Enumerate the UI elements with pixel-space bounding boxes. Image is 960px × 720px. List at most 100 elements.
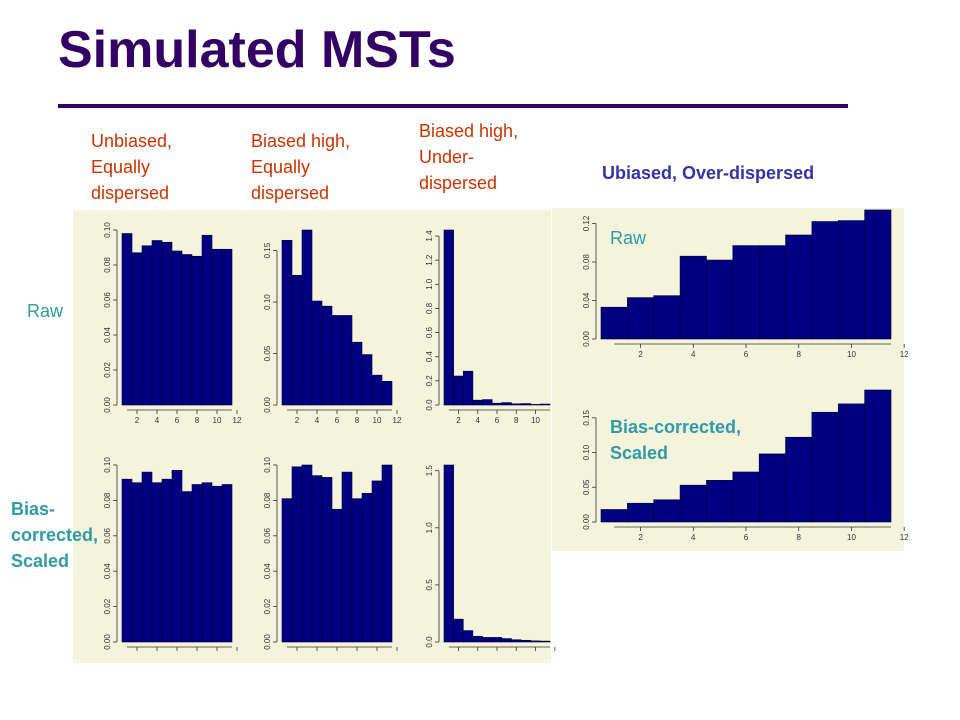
histogram-bar bbox=[443, 464, 454, 643]
histogram-bar bbox=[121, 478, 133, 643]
row-label-line-1: Bias- bbox=[11, 499, 56, 519]
histogram-bar bbox=[811, 221, 839, 340]
histogram-bar bbox=[511, 639, 522, 643]
x-tick-label: 6 bbox=[175, 416, 180, 425]
histogram-bar bbox=[201, 482, 213, 643]
histogram-bar bbox=[301, 229, 313, 406]
row-label-line-3: Scaled bbox=[11, 551, 70, 571]
row-label-bias-corrected: Bias- corrected, Scaled bbox=[11, 496, 141, 574]
y-tick-label: 0.4 bbox=[425, 351, 434, 363]
x-tick-label: 2 bbox=[638, 350, 643, 359]
histogram-bar bbox=[191, 484, 203, 643]
chart-unbiased-raw: 0.00 0.02 0.04 0.06 0.08 0.10 2 4 6 8 10 12 bbox=[103, 222, 242, 425]
histogram-bar bbox=[706, 259, 734, 340]
histogram-bar bbox=[706, 480, 734, 523]
x-tick-label: 2 bbox=[638, 533, 643, 542]
x-tick-label: 6 bbox=[335, 416, 340, 425]
x-tick-label: 12 bbox=[393, 416, 402, 425]
y-tick-label: 0.0 bbox=[425, 399, 434, 411]
x-tick-label: 8 bbox=[355, 416, 360, 425]
histogram-bar bbox=[361, 354, 373, 406]
y-tick-label: 0.04 bbox=[103, 563, 112, 579]
histogram-bar bbox=[351, 498, 363, 643]
x-tick-label: 6 bbox=[744, 533, 749, 542]
histogram-bar bbox=[679, 255, 707, 340]
histogram-bar bbox=[321, 305, 333, 406]
histogram-bar bbox=[331, 315, 343, 406]
histogram-bar bbox=[311, 475, 323, 643]
histogram-bar bbox=[472, 399, 483, 406]
col-label-biased-under: Biased high, Under-dispersed bbox=[419, 121, 519, 193]
y-tick-label: 0.0 bbox=[425, 636, 434, 648]
histogram-bar bbox=[141, 245, 153, 406]
y-tick-label: 0.10 bbox=[263, 294, 272, 310]
histogram-bar bbox=[131, 252, 143, 406]
histogram-bar bbox=[121, 233, 133, 406]
x-tick-label: 4 bbox=[155, 416, 160, 425]
y-tick-label: 0.00 bbox=[582, 514, 591, 530]
x-tick-label: 2 bbox=[135, 416, 140, 425]
y-tick-label: 0.12 bbox=[582, 215, 591, 231]
y-tick-label: 0.00 bbox=[103, 397, 112, 413]
y-tick-label: 0.00 bbox=[582, 331, 591, 347]
x-tick-label: 8 bbox=[797, 350, 802, 359]
x-tick-label: 10 bbox=[847, 350, 856, 359]
y-tick-label: 1.0 bbox=[425, 278, 434, 290]
x-tick-label: 10 bbox=[847, 533, 856, 542]
y-tick-label: 0.2 bbox=[425, 375, 434, 387]
y-tick-label: 0.10 bbox=[263, 457, 272, 473]
histogram-bar bbox=[472, 635, 483, 643]
histogram-bar bbox=[732, 471, 760, 523]
histogram-bar bbox=[653, 499, 681, 523]
histogram-bar bbox=[301, 464, 313, 643]
histogram-bar bbox=[341, 471, 353, 643]
y-tick-label: 1.2 bbox=[425, 254, 434, 266]
histogram-bar bbox=[482, 637, 493, 643]
histogram-bar bbox=[181, 491, 193, 643]
histogram-bar bbox=[181, 254, 193, 406]
histogram-bar bbox=[491, 402, 503, 406]
y-tick-label: 0.02 bbox=[103, 598, 112, 614]
chart-overdispersed-corrected: 0.00 0.05 0.10 0.15 2 4 6 8 10 12 bbox=[582, 389, 909, 542]
histogram-bar bbox=[131, 482, 143, 643]
col-label-biased-high: Biased high, Equally dispersed bbox=[251, 131, 351, 203]
histogram-bar bbox=[381, 381, 393, 406]
y-tick-label: 0.15 bbox=[263, 242, 272, 258]
histogram-bar bbox=[281, 239, 293, 406]
histogram-bar bbox=[201, 234, 213, 406]
histogram-bar bbox=[341, 315, 353, 406]
histogram-bar bbox=[600, 509, 628, 523]
histogram-bar bbox=[211, 485, 223, 643]
y-tick-label: 0.02 bbox=[263, 598, 272, 614]
y-tick-label: 0.06 bbox=[103, 527, 112, 543]
y-tick-label: 0.00 bbox=[263, 397, 272, 413]
histogram-bar bbox=[462, 370, 474, 406]
histogram-bar bbox=[540, 403, 551, 406]
histogram-bar bbox=[511, 403, 522, 406]
col-label-unbiased: Unbiased, Equally dispersed bbox=[91, 131, 173, 203]
x-tick-label: 8 bbox=[514, 416, 519, 425]
chart-overdispersed-raw: 0.00 0.04 0.08 0.12 2 4 6 8 10 12 bbox=[582, 209, 909, 359]
right-row-label-raw: Raw bbox=[610, 228, 647, 248]
y-tick-label: 0.05 bbox=[263, 345, 272, 361]
x-tick-label: 6 bbox=[495, 416, 500, 425]
y-tick-label: 0.05 bbox=[582, 479, 591, 495]
x-tick-label: 10 bbox=[373, 416, 382, 425]
y-tick-label: 0.5 bbox=[425, 579, 434, 591]
histogram-bar bbox=[501, 402, 512, 406]
y-tick-label: 1.5 bbox=[425, 465, 434, 477]
histogram-bar bbox=[600, 306, 628, 340]
x-tick-label: 4 bbox=[476, 416, 481, 425]
x-tick-label: 10 bbox=[213, 416, 222, 425]
histogram-bar bbox=[501, 638, 512, 643]
histogram-bar bbox=[653, 295, 681, 340]
histogram-bar bbox=[191, 255, 203, 406]
histogram-bar bbox=[837, 403, 865, 523]
y-tick-label: 0.15 bbox=[582, 409, 591, 425]
histogram-bar bbox=[758, 245, 786, 340]
y-tick-label: 1.4 bbox=[425, 230, 434, 242]
x-tick-label: 10 bbox=[531, 416, 540, 425]
x-tick-label: 12 bbox=[900, 533, 909, 542]
y-tick-label: 0.10 bbox=[582, 444, 591, 460]
histogram-bar bbox=[443, 229, 454, 406]
